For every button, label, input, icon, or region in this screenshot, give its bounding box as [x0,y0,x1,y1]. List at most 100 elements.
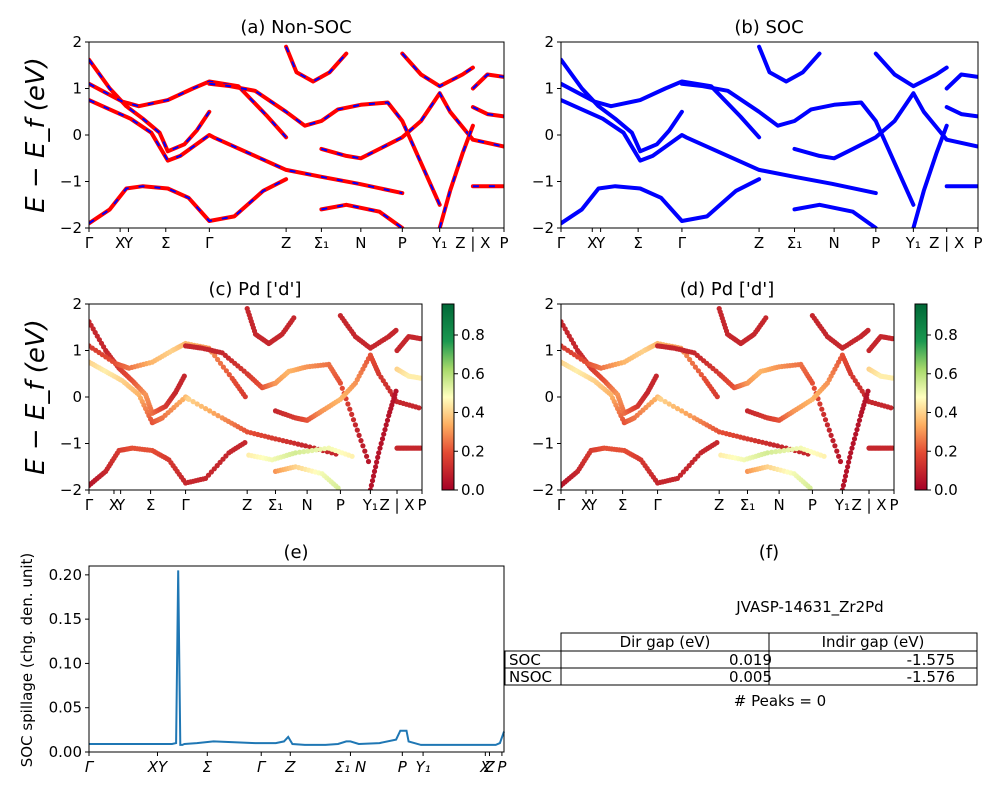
projection-point [242,440,248,446]
projection-point [217,360,224,366]
band-line [911,123,949,228]
projection-point [687,356,693,363]
colorbar-tick-label: 0.2 [461,442,485,460]
projection-point [417,445,422,451]
projection-point [368,482,374,488]
panel-c-title: (c) Pd ['d'] [208,279,301,300]
projection-point [822,417,829,423]
projection-points [561,306,894,490]
band-line-soc-overlay [285,46,348,83]
row-nsoc-indir: -1.576 [907,668,955,686]
projection-point [662,399,668,405]
ylabel-spillage: SOC spillage (chg. den. unit) [18,553,36,768]
projection-point [393,388,399,394]
projection-point [850,440,856,447]
x-tick-label: Γ [85,758,95,776]
projection-point [365,458,372,465]
material-name: JVASP-14631_Zr2Pd [735,598,883,617]
projection-point [837,458,844,465]
colorbar-tick-label: 0.6 [461,365,485,383]
projection-point [215,356,221,363]
projection-point [190,399,196,405]
projection-point [689,360,696,366]
projection-point [848,450,854,456]
projection-point [349,453,355,459]
projection-point [777,448,783,454]
projection-point [674,406,681,412]
x-tick-label: Γ [678,234,687,252]
row-soc-dir: 0.019 [729,651,772,669]
projection-point [817,401,823,407]
projection-point [370,473,377,479]
projection-point [826,427,832,433]
x-tick-label: Γ [557,496,566,514]
band-line [400,51,475,89]
x-tick-label: X [115,234,125,252]
x-tick-label: Σ [618,496,627,514]
x-tick-label: X [109,496,119,514]
x-tick-label: Z [483,758,495,776]
x-tick-label: P [808,496,817,514]
y-tick-label: 2 [72,295,82,313]
band-lines [561,44,978,228]
projection-point [714,394,720,400]
projection-points [89,306,422,490]
band-line [679,81,916,207]
projection-point [373,464,379,470]
band-lines [89,44,504,228]
band-line [561,79,762,140]
band-line [561,57,684,154]
x-tick-label: Y [587,496,598,514]
projection-point [358,438,364,444]
projection-point [839,487,845,490]
band-line-soc-overlay [209,82,441,206]
projection-point [181,373,187,379]
projection-point [821,453,827,459]
projection-point [658,396,664,402]
x-tick-label: Σ₁ [268,496,284,514]
y-tick-label: −1 [60,435,82,453]
projection-point [695,368,702,374]
x-tick-label: Σ₁ [314,234,330,252]
projection-point [337,380,343,386]
projection-point [679,408,685,414]
y-tick-label: −2 [60,481,82,499]
peaks-count: # Peaks = 0 [734,692,826,710]
x-tick-label: Σ₁ N [335,758,366,776]
band-line [757,44,822,84]
projection-point [347,406,353,412]
x-tick-label: Σ [161,234,170,252]
projection-point [714,440,720,446]
projection-point [763,315,769,321]
projection-point [379,436,386,442]
projection-point [367,487,373,490]
projection-point [842,473,849,479]
x-tick-label: X [581,496,591,514]
projection-point [849,445,855,451]
band-line-soc-overlay [321,91,504,160]
x-tick-label: Γ [181,496,190,514]
y-tick-label: 0 [544,126,554,144]
projection-point [339,385,345,391]
x-tick-label: P [417,496,426,514]
band-line [873,51,949,89]
projection-point [889,336,894,342]
band-line [284,44,349,84]
projection-point [670,403,677,409]
x-tick-label: N [773,496,784,514]
x-tick-label: P [889,496,898,514]
projection-point [377,445,383,451]
row-nsoc-dir: 0.005 [729,668,772,686]
x-tick-label: Z | X [851,496,886,514]
ylabel-middle: E − E_f (eV) [21,319,51,475]
projection-point [207,408,213,414]
projection-point [840,482,847,488]
projection-point [292,450,299,456]
y-tick-label: 0 [544,388,554,406]
y-tick-label: 0.20 [49,566,82,584]
panel-a-title: (a) Non-SOC [240,17,351,38]
projection-point [889,375,894,381]
x-tick-label: X [479,758,491,776]
x-tick-label: Y₁ [431,234,447,252]
